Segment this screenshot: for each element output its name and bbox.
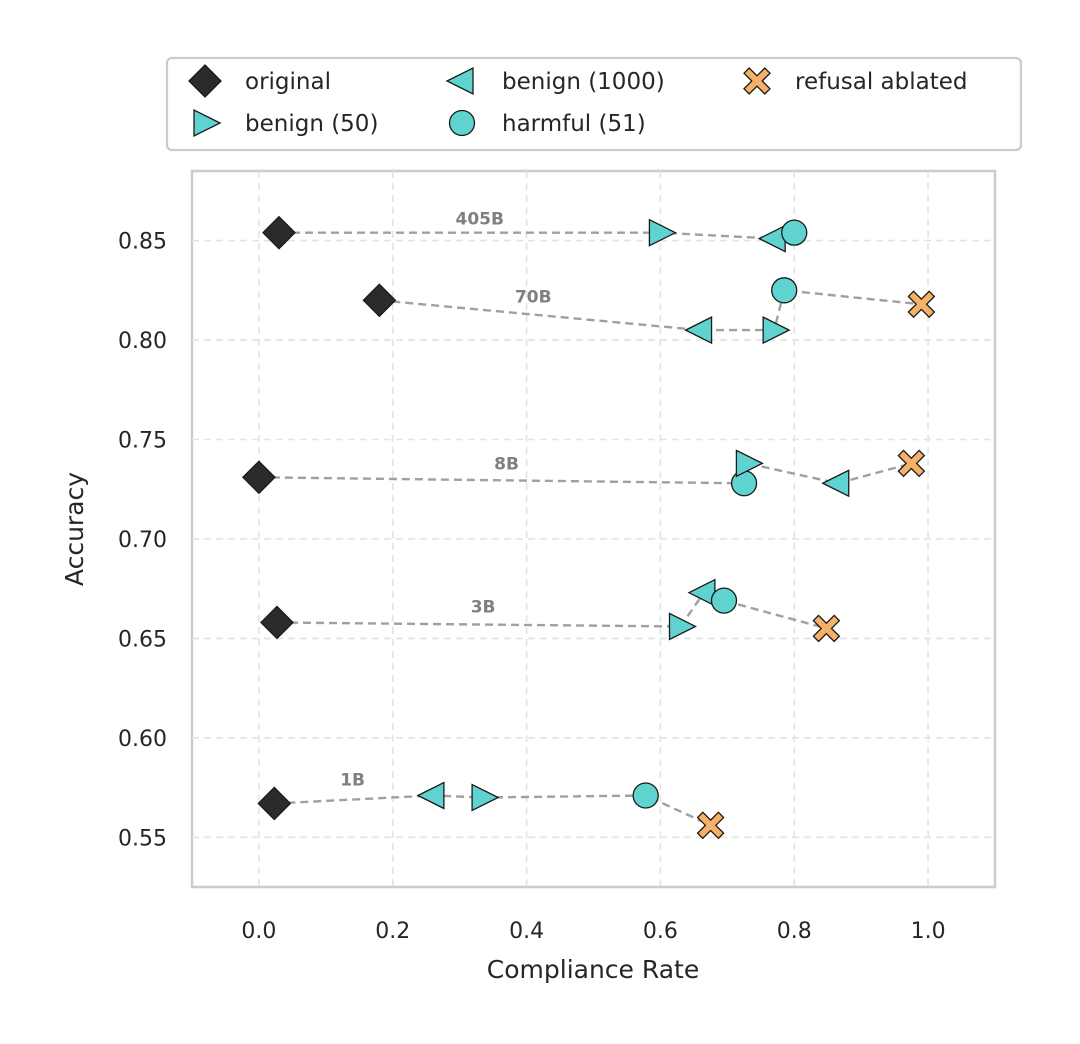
- marker-8b-original: [241, 460, 276, 495]
- marker-1b-harmful51: [632, 782, 659, 809]
- legend-marker-benign50: [193, 108, 222, 138]
- x-tick-label: 0.2: [375, 919, 410, 944]
- legend-item-ablated: refusal ablated: [743, 67, 968, 95]
- marker-1b-ablated: [696, 811, 725, 840]
- y-axis-ticks: 0.55 0.60 0.65 0.70 0.75 0.80 0.85: [118, 230, 167, 852]
- y-tick-label: 0.80: [118, 329, 167, 354]
- plot-area: [190, 169, 997, 889]
- marker-70b-benign50: [762, 316, 791, 345]
- grid: [192, 171, 995, 887]
- legend-label-original: original: [245, 69, 331, 95]
- model-label-70b: 70B: [515, 287, 552, 307]
- marker-70b-original: [362, 283, 397, 318]
- marker-70b-ablated: [907, 290, 936, 319]
- legend-item-original: original: [188, 64, 331, 98]
- legend-label-ablated: refusal ablated: [795, 69, 968, 95]
- legend-marker-harmful51: [448, 109, 476, 137]
- legend-marker-original: [188, 64, 222, 98]
- marker-405b-original: [262, 215, 296, 250]
- x-tick-label: 0.0: [241, 919, 276, 944]
- y-tick-label: 0.70: [118, 528, 167, 553]
- y-tick-label: 0.85: [118, 230, 167, 255]
- model-label-1b: 1B: [340, 771, 365, 791]
- data-points: [241, 215, 936, 840]
- model-label-8b: 8B: [494, 454, 519, 474]
- legend-item-benign50: benign (50): [193, 108, 378, 138]
- marker-70b-benign1000: [684, 316, 713, 345]
- marker-3b-benign50: [668, 612, 697, 641]
- legend-label-harmful51: harmful (51): [502, 111, 646, 137]
- y-tick-label: 0.75: [118, 429, 167, 454]
- x-axis-title: Compliance Rate: [487, 955, 699, 984]
- y-axis-title: Accuracy: [60, 472, 89, 586]
- marker-8b-benign50: [735, 449, 764, 478]
- marker-405b-harmful51: [781, 219, 808, 246]
- x-tick-label: 0.4: [509, 919, 544, 944]
- marker-405b-benign50: [648, 218, 677, 247]
- legend-marker-ablated: [743, 67, 771, 95]
- marker-1b-benign50: [471, 783, 500, 812]
- legend-label-benign1000: benign (1000): [502, 69, 665, 95]
- x-tick-label: 0.6: [643, 919, 678, 944]
- x-tick-label: 1.0: [911, 919, 946, 944]
- marker-70b-harmful51: [771, 277, 798, 304]
- legend-item-benign1000: benign (1000): [445, 66, 665, 96]
- marker-8b-benign1000: [821, 469, 850, 498]
- legend-marker-benign1000: [445, 66, 474, 96]
- model-label-3b: 3B: [471, 598, 496, 618]
- marker-1b-benign1000: [416, 781, 445, 810]
- model-labels: 405B 70B 8B 3B 1B: [340, 210, 551, 791]
- legend-frame: [165, 56, 1023, 152]
- marker-3b-ablated: [812, 614, 841, 643]
- legend-label-benign50: benign (50): [245, 111, 378, 137]
- y-tick-label: 0.65: [118, 627, 167, 652]
- marker-3b-harmful51: [710, 587, 738, 614]
- marker-8b-harmful51: [730, 470, 758, 497]
- marker-8b-ablated: [897, 449, 926, 478]
- legend: original benign (50) benign (1000) harmful …: [165, 56, 1023, 152]
- model-label-405b: 405B: [456, 210, 504, 230]
- y-tick-label: 0.55: [118, 826, 167, 851]
- x-axis-ticks: 0.0 0.2 0.4 0.6 0.8 1.0: [241, 919, 945, 944]
- y-tick-label: 0.60: [118, 727, 167, 752]
- legend-item-harmful51: harmful (51): [448, 109, 646, 137]
- marker-1b-original: [257, 786, 292, 821]
- x-tick-label: 0.8: [777, 919, 812, 944]
- marker-3b-original: [260, 605, 294, 640]
